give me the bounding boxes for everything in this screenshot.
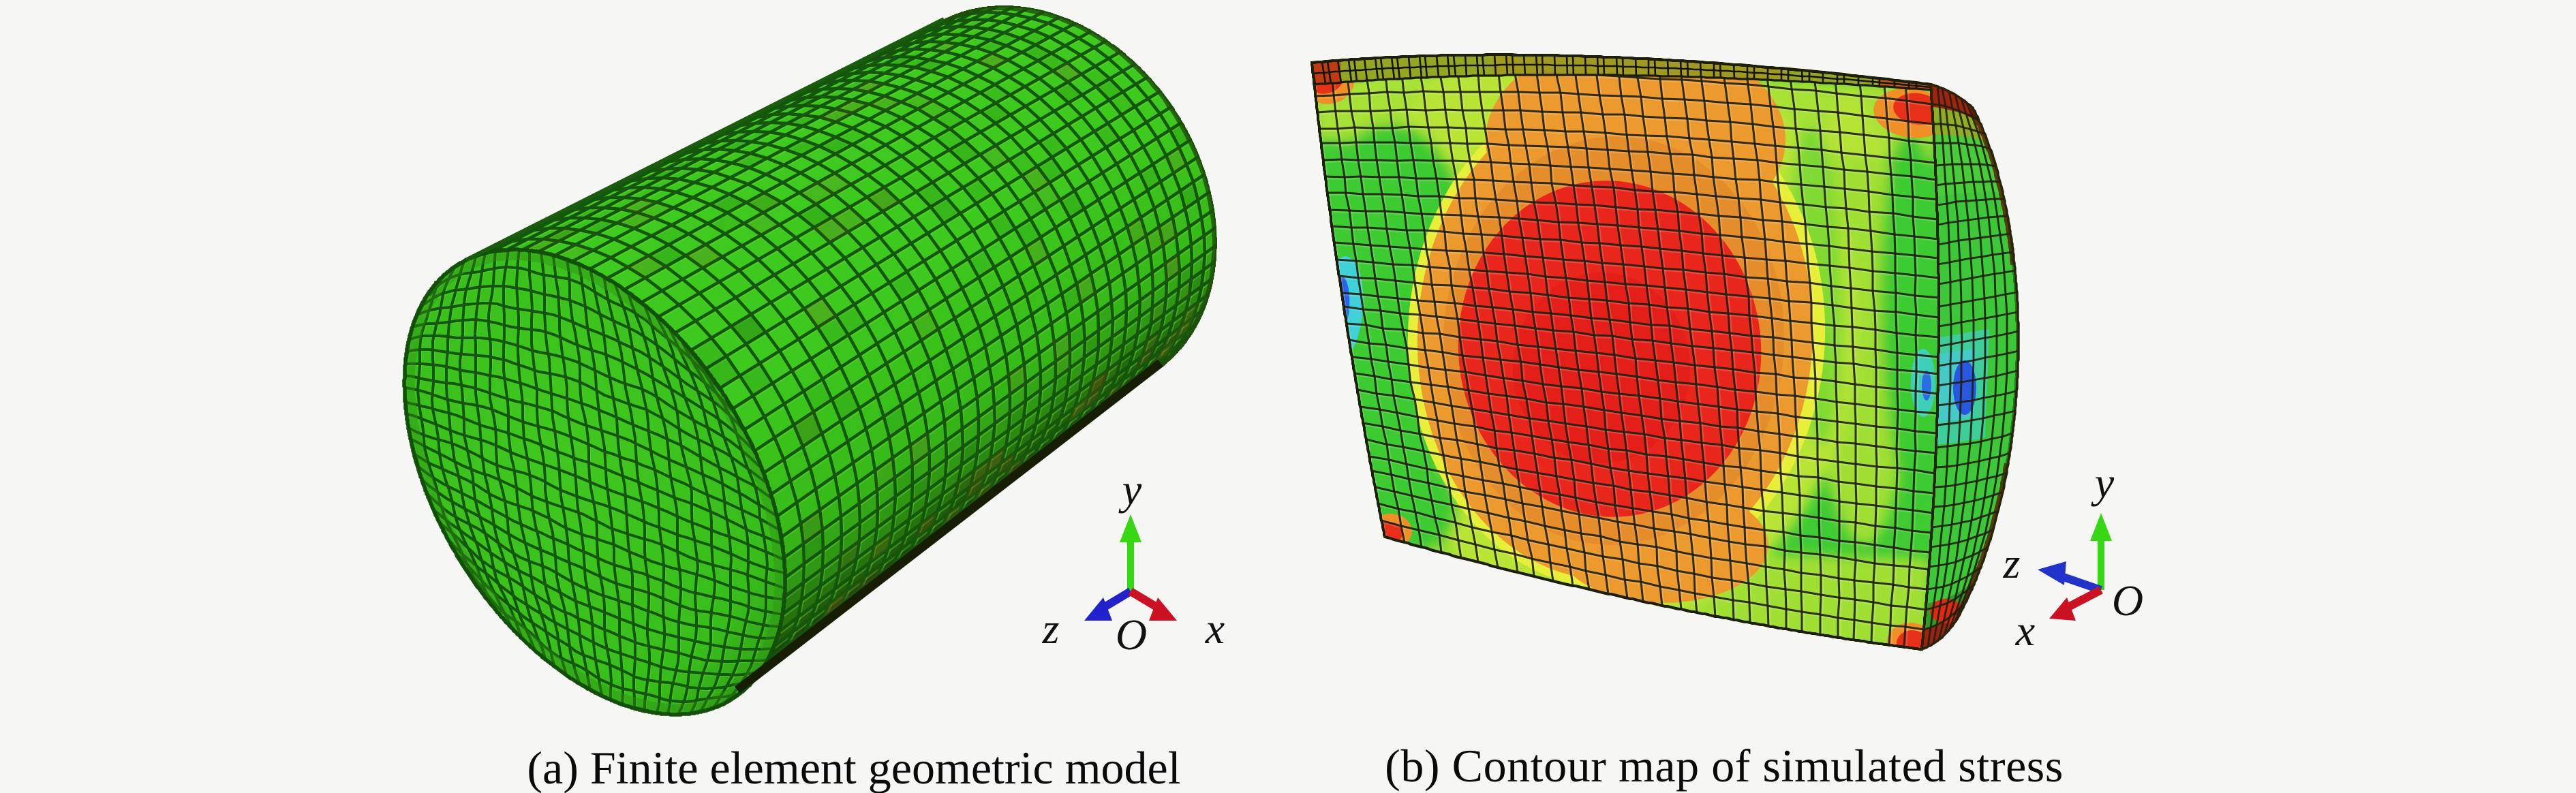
svg-text:O: O [1116, 610, 1147, 659]
svg-text:x: x [2015, 606, 2035, 655]
svg-text:(a) Finite element geometric m: (a) Finite element geometric model [527, 742, 1180, 793]
svg-text:z: z [1042, 604, 1060, 653]
svg-text:y: y [2091, 458, 2115, 507]
svg-text:(b) Contour map of simulated s: (b) Contour map of simulated stress [1385, 740, 2064, 792]
svg-text:x: x [1205, 604, 1225, 653]
svg-text:z: z [2003, 539, 2021, 587]
svg-text:O: O [2112, 576, 2143, 625]
svg-text:y: y [1118, 465, 1142, 514]
